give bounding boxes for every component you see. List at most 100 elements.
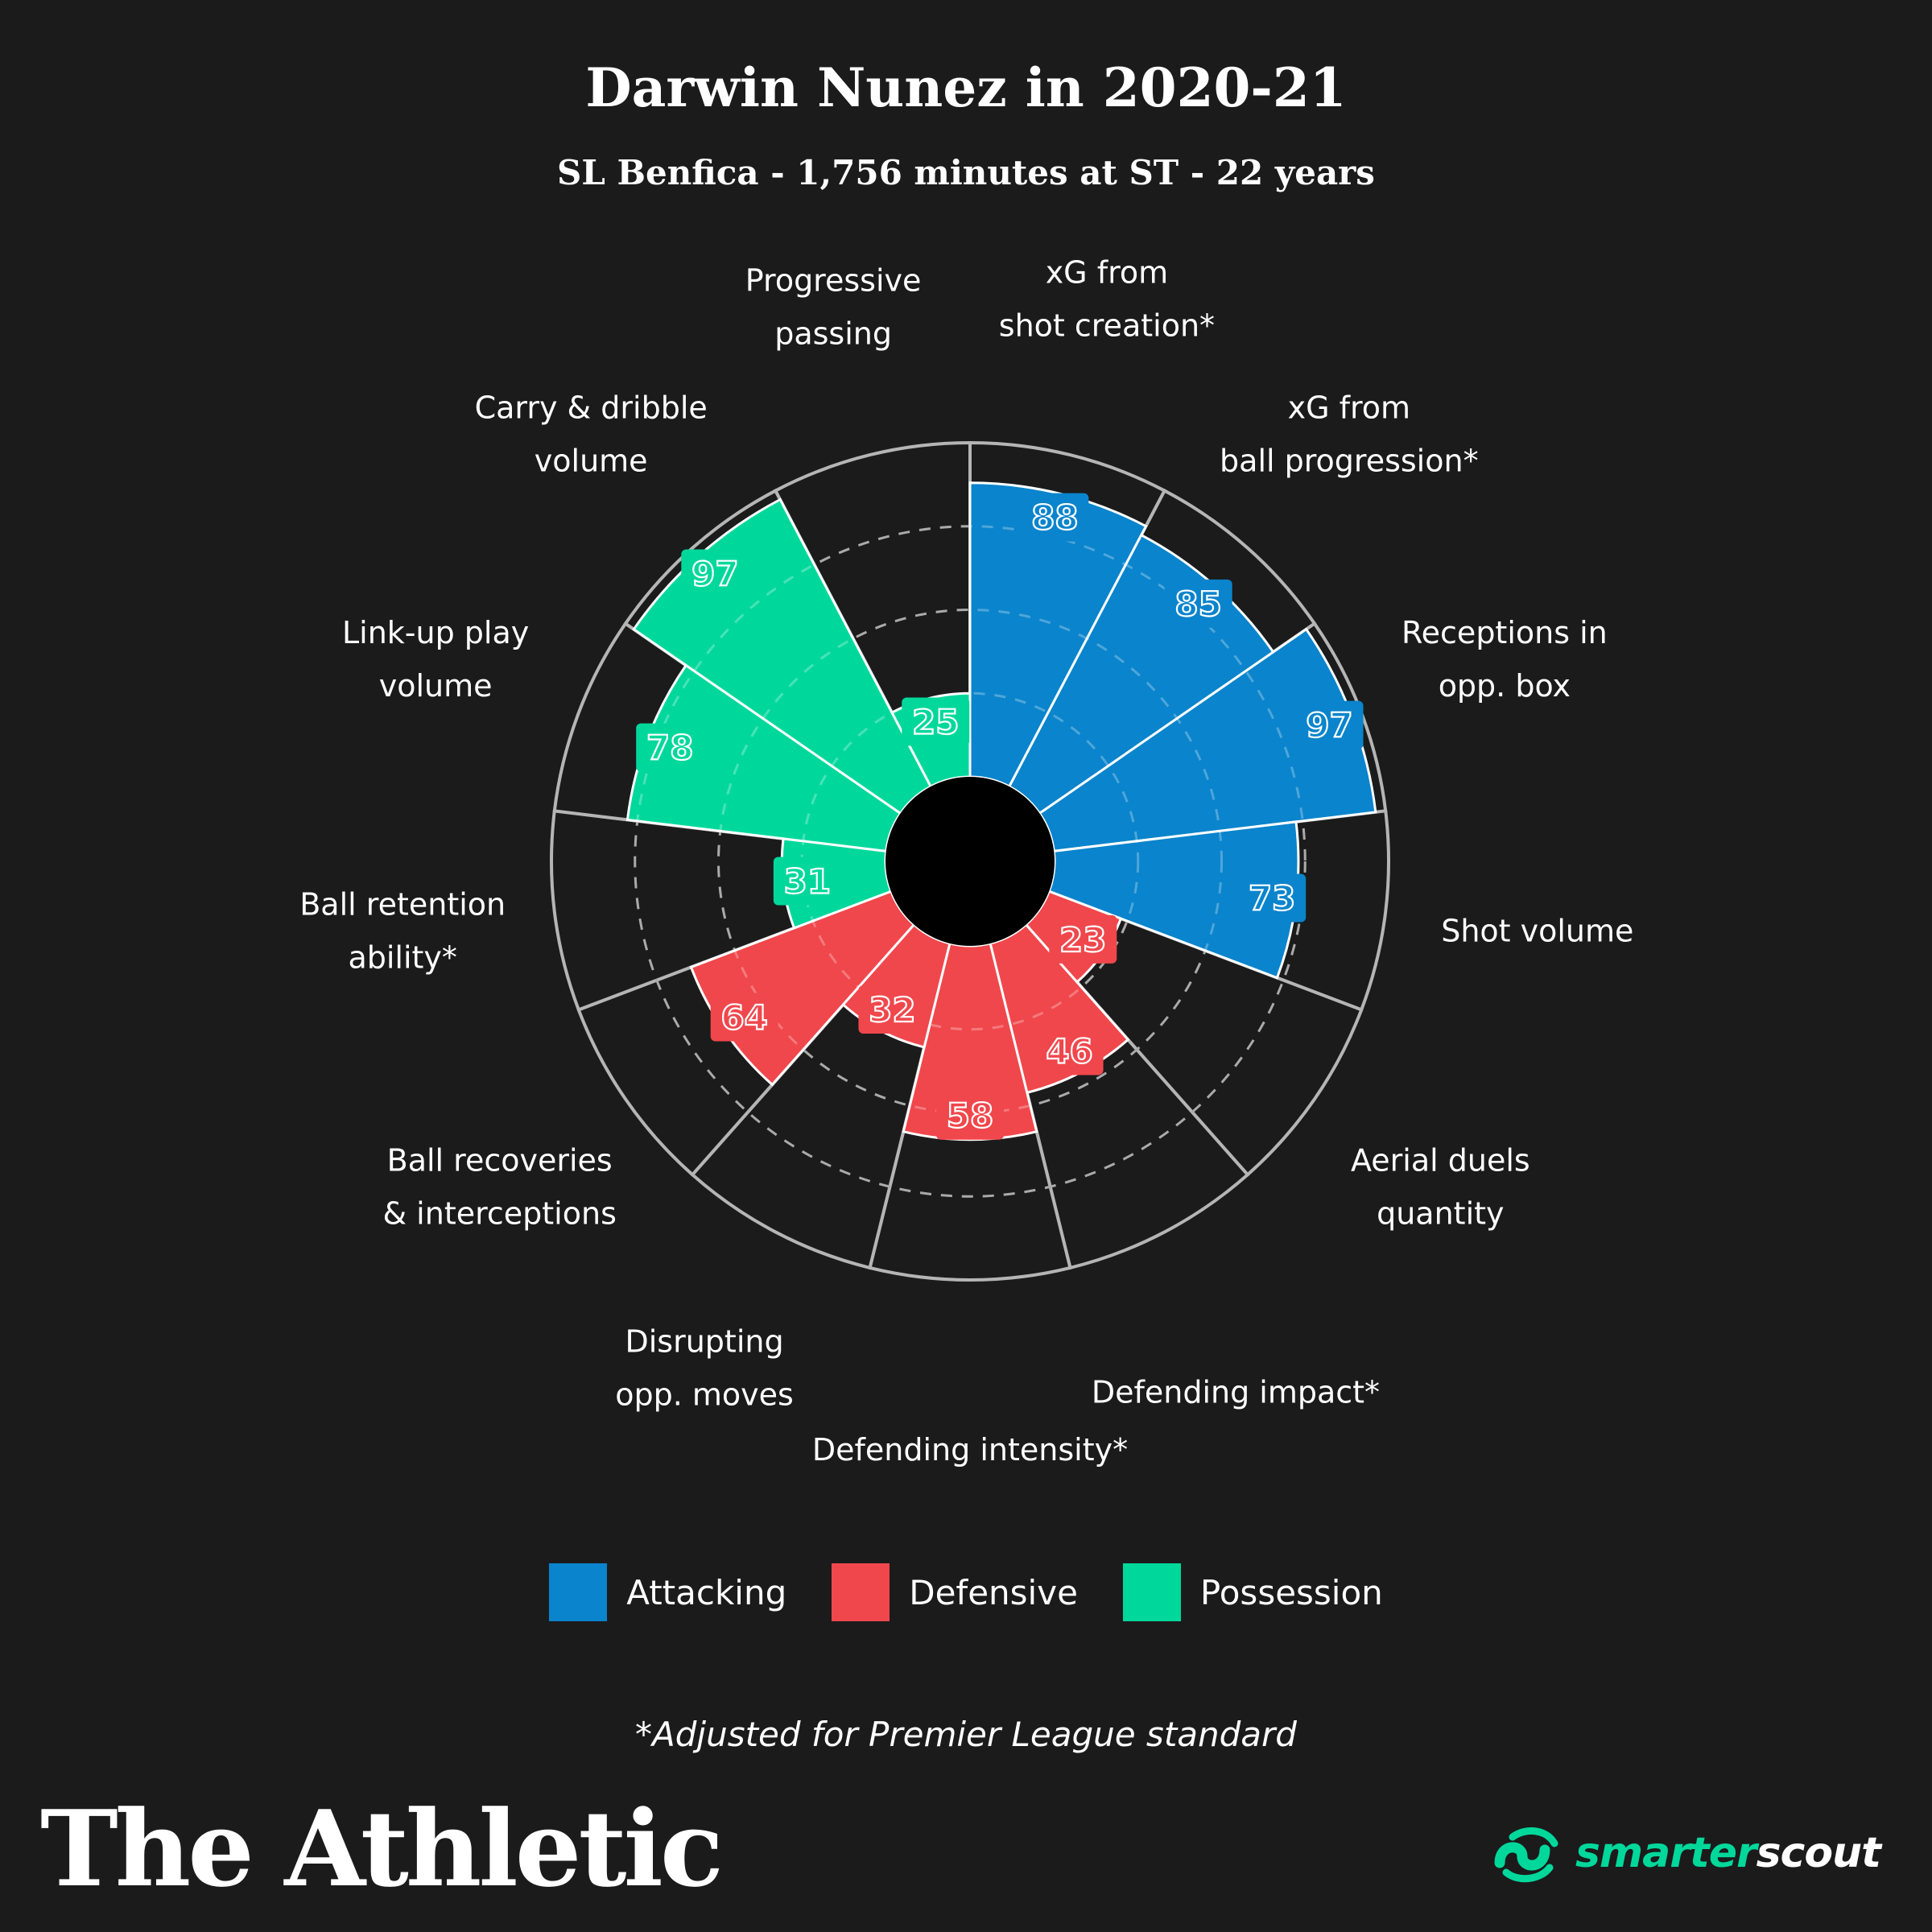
category-label-line: Defending intensity*: [812, 1432, 1128, 1468]
value-badge: [1295, 700, 1364, 749]
value-label: 88: [1021, 493, 1089, 542]
category-label-line: Link-up play: [342, 615, 529, 650]
bars: [625, 481, 1377, 1141]
value-label: 85: [1164, 579, 1232, 628]
category-label-line: Carry & dribble: [475, 390, 708, 426]
value-label: 46: [1035, 1026, 1104, 1075]
category-label: Ball retention ability*: [299, 887, 506, 976]
value-labels: 88 85 97 73 23 46 58 32 64 31 78 97 25: [636, 493, 1364, 1140]
value-label: 97: [1295, 700, 1364, 749]
category-label-line: shot creation*: [999, 308, 1215, 344]
value-text: 97: [691, 555, 738, 594]
value-label: 25: [902, 697, 970, 746]
grid-ring-overlay: [634, 525, 1307, 1198]
category-label-line: opp. box: [1439, 668, 1571, 704]
category-label-line: Disrupting: [625, 1324, 783, 1360]
legend-label-defensive: Defensive: [909, 1572, 1078, 1612]
category-label: xG from ball progression*: [1220, 390, 1479, 479]
legend-swatch-defensive: [832, 1563, 890, 1621]
category-label: xG from shot creation*: [999, 255, 1215, 344]
value-badge: [858, 985, 927, 1034]
category-label: Shot volume: [1441, 914, 1633, 949]
category-label-line: ball progression*: [1220, 444, 1479, 479]
value-text: 88: [1031, 498, 1078, 538]
category-label-line: opp. moves: [615, 1377, 794, 1413]
legend-swatch-possession: [1122, 1563, 1181, 1621]
category-label-line: Ball retention: [299, 887, 506, 923]
value-text: 85: [1174, 584, 1221, 624]
value-label: 58: [936, 1091, 1004, 1140]
value-badge: [1035, 1026, 1104, 1075]
value-badge: [636, 723, 704, 772]
legend-swatch-attacking: [549, 1563, 608, 1621]
the-athletic-logo: The Athletic: [40, 1787, 724, 1910]
legend-label-possession: Possession: [1199, 1572, 1383, 1612]
value-label: 23: [1049, 914, 1117, 964]
smarterscout-icon: [1494, 1827, 1558, 1883]
smarterscout-wordmark-part2: scout: [1756, 1829, 1881, 1877]
category-label-line: passing: [774, 316, 892, 352]
category-label: Ball recoveries & interceptions: [382, 1142, 616, 1231]
value-badge: [773, 857, 841, 906]
value-badge: [710, 993, 778, 1042]
legend-item-attacking: Attacking: [549, 1563, 786, 1621]
category-label: Link-up play volume: [342, 615, 529, 704]
value-badge: [1164, 579, 1232, 628]
category-label-line: volume: [379, 668, 493, 704]
value-text: 73: [1249, 879, 1295, 919]
legend-label-attacking: Attacking: [626, 1572, 787, 1612]
category-label: Progressive passing: [745, 263, 922, 352]
value-text: 64: [720, 997, 767, 1037]
category-label-line: xG from: [1046, 255, 1168, 291]
value-badge: [681, 549, 749, 598]
value-label: 73: [1238, 873, 1307, 923]
category-label-line: volume: [535, 444, 648, 479]
value-text: 78: [646, 729, 693, 768]
category-label: Disrupting opp. moves: [615, 1324, 794, 1413]
category-label-line: Aerial duels: [1351, 1142, 1530, 1178]
value-text: 32: [869, 990, 915, 1030]
value-label: 31: [773, 857, 841, 906]
category-label: Aerial duels quantity: [1351, 1142, 1530, 1231]
value-text: 23: [1059, 920, 1106, 960]
value-text: 97: [1306, 706, 1352, 745]
category-label-line: xG from: [1288, 390, 1410, 426]
value-text: 46: [1046, 1031, 1092, 1071]
category-labels: xG from shot creation* xG from ball progres…: [299, 255, 1633, 1468]
category-label-line: & interceptions: [382, 1195, 616, 1231]
value-badge: [1021, 493, 1089, 542]
category-label-line: Shot volume: [1441, 914, 1633, 949]
value-text: 58: [947, 1096, 993, 1136]
legend-item-defensive: Defensive: [832, 1563, 1078, 1621]
smarterscout-logo: smarterscout: [1490, 1821, 1881, 1885]
value-label: 78: [636, 723, 704, 772]
value-badge: [936, 1091, 1004, 1140]
category-label-line: Progressive: [745, 263, 922, 299]
footnote: *Adjusted for Premier League standard: [635, 1715, 1297, 1754]
category-label: Defending intensity*: [812, 1432, 1128, 1468]
value-text: 25: [912, 702, 959, 741]
value-badge: [1049, 914, 1117, 964]
center-hole: [886, 777, 1055, 946]
legend-item-possession: Possession: [1122, 1563, 1383, 1621]
value-label: 32: [858, 985, 927, 1034]
category-label: Carry & dribble volume: [475, 390, 708, 479]
category-label: Defending impact*: [1092, 1375, 1380, 1410]
category-label-line: Receptions in: [1402, 615, 1608, 650]
category-label: Receptions in opp. box: [1402, 615, 1608, 704]
category-label-line: Ball recoveries: [387, 1142, 613, 1178]
chart-title: Darwin Nunez in 2020-21: [585, 56, 1347, 119]
category-label-line: Defending impact*: [1092, 1375, 1380, 1410]
chart-subtitle: SL Benfica - 1,756 minutes at ST - 22 ye…: [557, 153, 1375, 192]
smarterscout-wordmark-part1: smarter: [1575, 1829, 1757, 1877]
value-badge: [1238, 873, 1307, 923]
value-label: 97: [681, 549, 749, 598]
value-text: 31: [784, 862, 831, 902]
value-label: 64: [710, 993, 778, 1042]
legend: Attacking Defensive Possession: [0, 1563, 1932, 1621]
grid-ring-overlay: [717, 609, 1223, 1114]
category-label-line: quantity: [1377, 1195, 1504, 1231]
category-label-line: ability*: [348, 940, 456, 976]
smarterscout-wordmark: smarterscout: [1575, 1829, 1881, 1877]
